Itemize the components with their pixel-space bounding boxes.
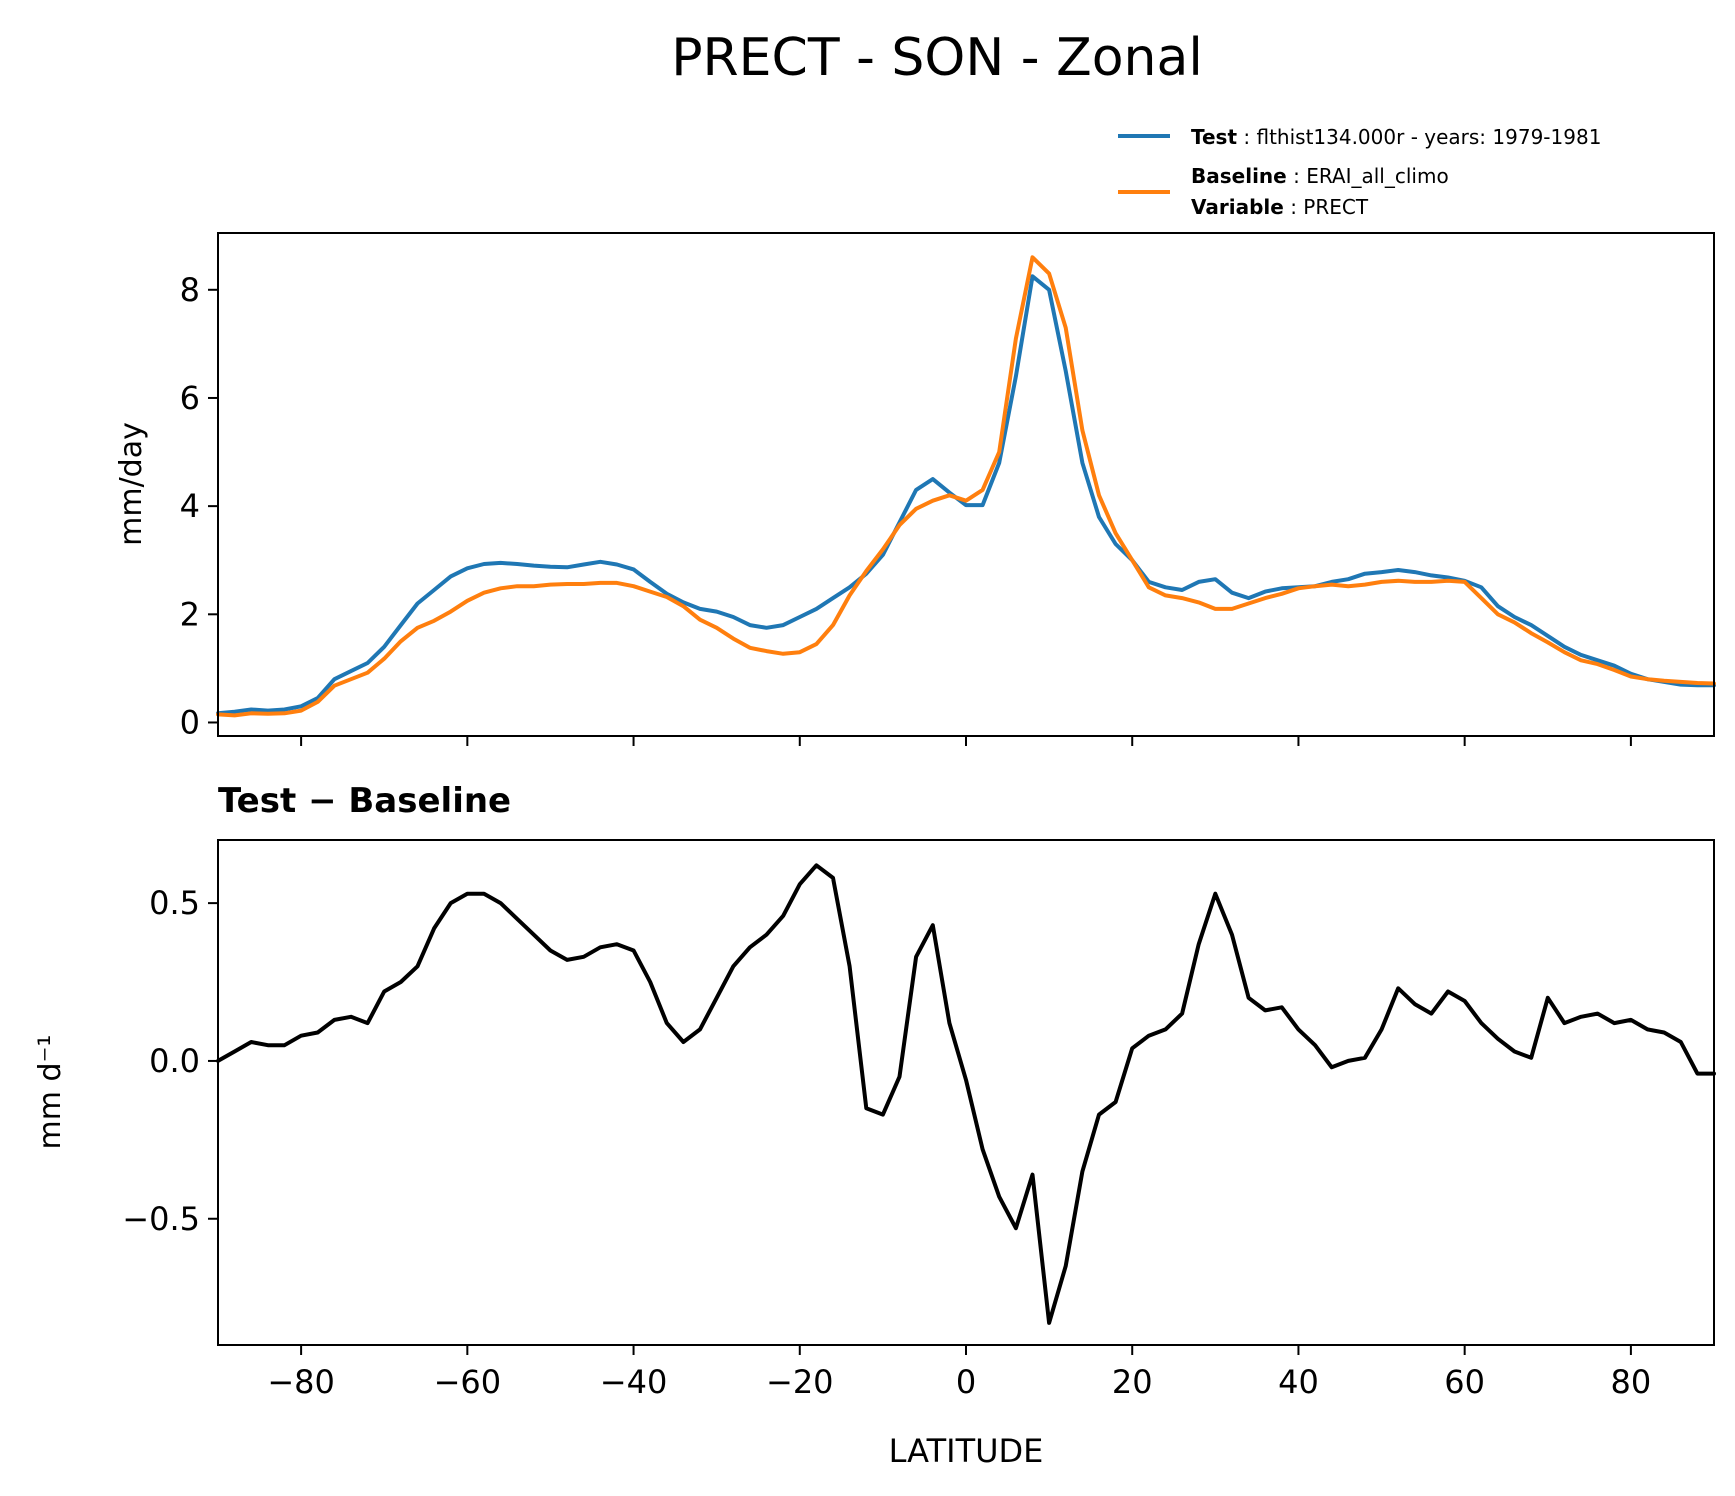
xtick-label: 40 <box>1278 1363 1319 1401</box>
panel-difference-xticks: −80 −60 −40 −20 0 20 40 60 80 <box>267 1345 1651 1401</box>
legend-baseline-text: : ERAI_all_climo <box>1293 164 1449 188</box>
legend-variable-key: Variable <box>1191 195 1284 219</box>
panel-zonal-mean-lines <box>216 255 1716 718</box>
legend-test-key: Test <box>1191 125 1237 149</box>
panel-zonal-mean-frame <box>217 232 1715 737</box>
svg-text:Baseline : ERAI_all_clim: Baseline : ERAI_all_climo <box>1191 164 1449 188</box>
top-ytick-label: 0 <box>180 703 200 741</box>
top-ytick-label: 6 <box>180 379 200 417</box>
bottom-ytick-label: 0.5 <box>149 884 200 922</box>
x-axis-label: LATITUDE <box>889 1432 1044 1470</box>
legend-variable-text: : PRECT <box>1290 195 1369 219</box>
panel-difference-frame <box>217 839 1715 1346</box>
panel-difference-yticks: −0.5 0.0 0.5 <box>122 884 218 1238</box>
xtick-label: −20 <box>766 1363 834 1401</box>
xtick-label: −60 <box>434 1363 502 1401</box>
legend-test-text: : flthist134.000r - years: 1979-1981 <box>1243 125 1601 149</box>
panel-zonal-mean: 0 2 4 6 8 mm/day <box>114 232 1716 746</box>
legend: Test : flthist134.000r - years: 1979-198… <box>1118 125 1601 219</box>
bottom-ylabel: mm d⁻¹ <box>33 1035 68 1150</box>
xtick-label: −40 <box>600 1363 668 1401</box>
svg-text:Test : flthist134.000r -: Test : flthist134.000r - years: 1979-198… <box>1191 125 1601 149</box>
xtick-label: 0 <box>956 1363 976 1401</box>
bottom-ytick-label: 0.0 <box>149 1042 200 1080</box>
xtick-label: 60 <box>1444 1363 1485 1401</box>
panel-zonal-mean-yticks: 0 2 4 6 8 <box>180 271 218 741</box>
panel-difference-lines <box>216 863 1716 1325</box>
panel-zonal-mean-xticks <box>300 736 1632 746</box>
panel-difference: Test − Baseline −0.5 0.0 0.5 −80 −60 −40 −20 0… <box>33 781 1716 1470</box>
top-ytick-label: 8 <box>180 271 200 309</box>
top-ylabel: mm/day <box>114 422 149 546</box>
legend-baseline-key: Baseline <box>1191 164 1287 188</box>
bottom-ytick-label: −0.5 <box>122 1200 200 1238</box>
svg-text:Variable : PRECT: Variable : PRECT <box>1191 195 1369 219</box>
diff-panel-title: Test − Baseline <box>218 781 511 821</box>
xtick-label: 80 <box>1611 1363 1652 1401</box>
series-line-test-baseline <box>216 863 1716 1325</box>
series-line-baseline <box>216 255 1716 718</box>
top-ytick-label: 4 <box>180 487 200 525</box>
top-ytick-label: 2 <box>180 595 200 633</box>
xtick-label: 20 <box>1112 1363 1153 1401</box>
figure-title: PRECT - SON - Zonal <box>671 28 1203 88</box>
xtick-label: −80 <box>267 1363 335 1401</box>
